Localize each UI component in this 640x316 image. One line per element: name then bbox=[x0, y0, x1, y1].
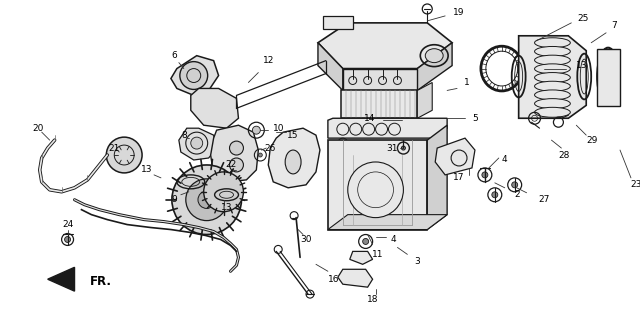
Text: 9: 9 bbox=[171, 195, 177, 204]
Ellipse shape bbox=[534, 107, 570, 117]
Ellipse shape bbox=[534, 64, 570, 74]
Polygon shape bbox=[318, 43, 343, 90]
Text: 6: 6 bbox=[171, 51, 177, 60]
Polygon shape bbox=[343, 69, 417, 90]
Polygon shape bbox=[597, 49, 620, 106]
Text: 1: 1 bbox=[464, 78, 470, 87]
Polygon shape bbox=[328, 118, 447, 138]
Circle shape bbox=[348, 162, 403, 218]
Text: 29: 29 bbox=[586, 136, 598, 145]
Text: 26: 26 bbox=[264, 143, 276, 153]
Text: 30: 30 bbox=[300, 235, 312, 244]
Text: 31: 31 bbox=[387, 143, 398, 153]
Circle shape bbox=[252, 126, 260, 134]
Text: 4: 4 bbox=[502, 155, 508, 165]
Circle shape bbox=[512, 182, 518, 188]
Text: 27: 27 bbox=[539, 195, 550, 204]
Ellipse shape bbox=[534, 73, 570, 82]
Circle shape bbox=[65, 236, 70, 242]
Ellipse shape bbox=[285, 150, 301, 174]
Text: 22: 22 bbox=[225, 161, 236, 169]
Polygon shape bbox=[328, 215, 447, 229]
Circle shape bbox=[198, 191, 216, 209]
Polygon shape bbox=[417, 82, 432, 118]
Ellipse shape bbox=[534, 81, 570, 91]
Polygon shape bbox=[179, 128, 216, 160]
Text: 12: 12 bbox=[262, 56, 274, 65]
Circle shape bbox=[492, 192, 498, 198]
Text: 25: 25 bbox=[577, 15, 589, 23]
Circle shape bbox=[204, 172, 243, 212]
Ellipse shape bbox=[534, 90, 570, 100]
Polygon shape bbox=[435, 138, 475, 175]
Ellipse shape bbox=[534, 46, 570, 56]
Polygon shape bbox=[268, 128, 320, 188]
Ellipse shape bbox=[534, 55, 570, 65]
Polygon shape bbox=[191, 88, 239, 128]
Polygon shape bbox=[428, 125, 447, 229]
Text: 11: 11 bbox=[372, 250, 383, 259]
Text: 13: 13 bbox=[575, 61, 587, 70]
Text: 19: 19 bbox=[453, 9, 465, 17]
Text: 16: 16 bbox=[328, 275, 340, 284]
Polygon shape bbox=[48, 267, 74, 291]
Polygon shape bbox=[328, 140, 428, 229]
Circle shape bbox=[230, 141, 243, 155]
Text: 4: 4 bbox=[390, 235, 396, 244]
Text: 2: 2 bbox=[514, 190, 520, 199]
Circle shape bbox=[259, 153, 262, 157]
Polygon shape bbox=[349, 252, 372, 264]
Circle shape bbox=[180, 62, 207, 89]
Text: 18: 18 bbox=[367, 295, 378, 304]
Circle shape bbox=[106, 137, 142, 173]
Text: 10: 10 bbox=[273, 124, 284, 133]
Circle shape bbox=[172, 165, 241, 234]
Polygon shape bbox=[323, 16, 353, 29]
Circle shape bbox=[230, 158, 243, 172]
Text: 20: 20 bbox=[32, 124, 44, 133]
Text: 3: 3 bbox=[415, 257, 420, 266]
Ellipse shape bbox=[534, 99, 570, 109]
Text: 7: 7 bbox=[611, 21, 617, 30]
Text: 24: 24 bbox=[62, 220, 73, 229]
Circle shape bbox=[401, 146, 405, 150]
Ellipse shape bbox=[534, 38, 570, 48]
Text: 23: 23 bbox=[630, 180, 640, 189]
Text: FR.: FR. bbox=[90, 275, 111, 288]
Ellipse shape bbox=[191, 137, 203, 149]
Text: 17: 17 bbox=[453, 173, 465, 182]
Polygon shape bbox=[518, 36, 586, 118]
Circle shape bbox=[363, 239, 369, 245]
Circle shape bbox=[482, 172, 488, 178]
Text: 14: 14 bbox=[364, 114, 375, 123]
Text: 13: 13 bbox=[221, 203, 232, 212]
Text: 28: 28 bbox=[559, 150, 570, 160]
Text: 5: 5 bbox=[472, 114, 478, 123]
Polygon shape bbox=[341, 90, 417, 118]
Text: 15: 15 bbox=[287, 131, 299, 140]
Polygon shape bbox=[417, 43, 452, 90]
Circle shape bbox=[186, 179, 228, 221]
Ellipse shape bbox=[425, 49, 443, 63]
Text: 8: 8 bbox=[181, 131, 187, 140]
Polygon shape bbox=[338, 269, 372, 287]
Polygon shape bbox=[318, 23, 452, 69]
Polygon shape bbox=[171, 56, 219, 95]
Polygon shape bbox=[211, 125, 259, 182]
Text: 21: 21 bbox=[109, 143, 120, 153]
Text: 13: 13 bbox=[141, 165, 153, 174]
